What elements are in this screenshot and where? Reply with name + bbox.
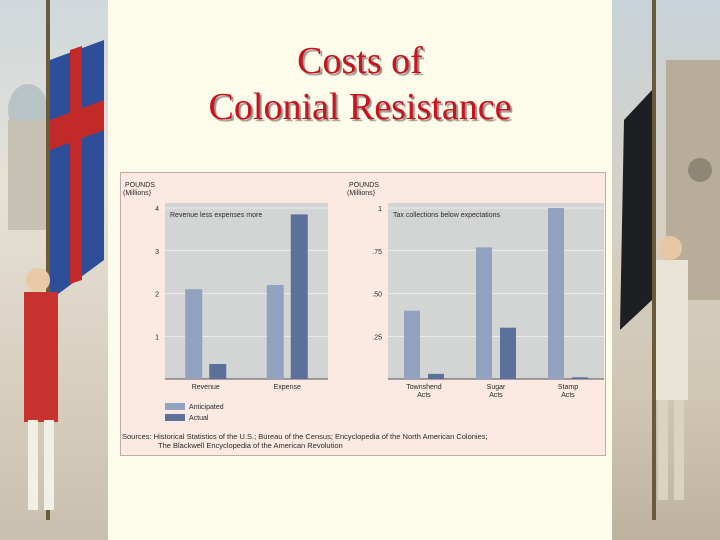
slide-title-line-1: Costs of	[297, 40, 423, 82]
legend-label-anticipated: Anticipated	[189, 404, 224, 411]
x-category-label: Expense	[274, 384, 301, 391]
chart-frame: POUNDS (Millions) Revenue less expenses …	[120, 172, 606, 456]
x-category-label: Revenue	[192, 384, 220, 391]
bar-actual	[572, 377, 588, 379]
y-tick-label: .25	[372, 334, 382, 341]
x-category-label-line-2: Acts	[489, 392, 503, 399]
left-ylabel-line-1: POUNDS	[125, 182, 155, 189]
y-tick-label: 2	[155, 292, 159, 299]
y-tick-label: .75	[372, 249, 382, 256]
bar-anticipated	[266, 284, 284, 379]
bar-actual	[209, 364, 227, 379]
x-category-label-line-2: Acts	[417, 392, 431, 399]
slide-title: Costs of Colonial Resistance	[108, 38, 612, 130]
bar-anticipated	[548, 208, 564, 379]
bar-actual	[290, 214, 308, 379]
bar-anticipated	[476, 247, 492, 379]
legend-swatch-anticipated	[165, 403, 185, 410]
y-tick-label: .50	[372, 292, 382, 299]
x-category-label-line-2: Acts	[561, 392, 575, 399]
x-category-label: Townshend	[406, 384, 442, 391]
x-category-label: Stamp	[558, 384, 578, 391]
right-ylabel-line-1: POUNDS	[349, 182, 379, 189]
sources-line-2: The Blackwell Encyclopedia of the Americ…	[158, 441, 343, 450]
left-chart: POUNDS (Millions) Revenue less expenses …	[123, 182, 328, 391]
left-decorative-image	[0, 0, 108, 540]
right-plot-area	[388, 203, 604, 379]
right-ylabel-line-2: (Millions)	[347, 190, 375, 197]
slide-title-line-2: Colonial Resistance	[208, 86, 512, 128]
right-annotation: Tax collections below expectations	[393, 212, 501, 219]
y-tick-label: 1	[378, 206, 382, 213]
bar-anticipated	[404, 310, 420, 379]
x-category-label: Sugar	[487, 384, 506, 391]
legend: Anticipated Actual	[165, 403, 224, 422]
bar-actual	[500, 327, 516, 379]
legend-swatch-actual	[165, 414, 185, 421]
chart-sources: Sources: Historical Statistics of the U.…	[122, 432, 602, 450]
right-chart: POUNDS (Millions) Tax collections below …	[347, 182, 604, 399]
left-annotation: Revenue less expenses more	[170, 212, 262, 219]
y-tick-label: 3	[155, 249, 159, 256]
bar-anticipated	[185, 289, 203, 379]
bar-actual	[428, 373, 444, 379]
legend-label-actual: Actual	[189, 415, 209, 422]
y-tick-label: 4	[155, 206, 159, 213]
right-decorative-image	[612, 0, 720, 540]
y-tick-label: 1	[155, 334, 159, 341]
sources-line-1: Sources: Historical Statistics of the U.…	[122, 432, 488, 441]
left-ylabel-line-2: (Millions)	[123, 190, 151, 197]
charts-svg: POUNDS (Millions) Revenue less expenses …	[123, 182, 604, 422]
